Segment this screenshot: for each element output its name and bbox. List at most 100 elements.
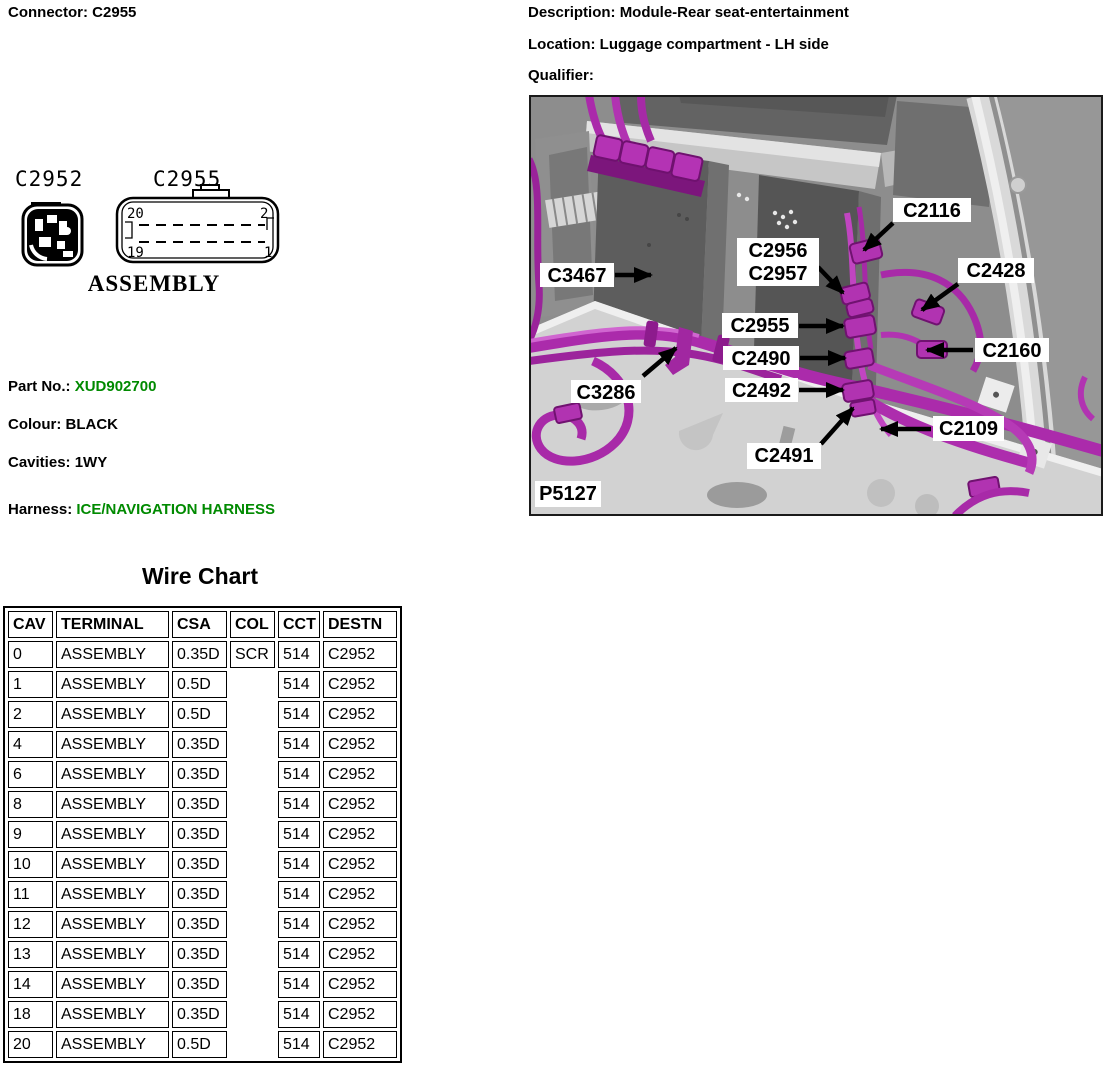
table-row: 13 ASSEMBLY 0.35D 514 C2952 xyxy=(8,941,397,968)
pin-bottom-right: 1 xyxy=(264,245,272,261)
table-row: 1 ASSEMBLY 0.5D 514 C2952 xyxy=(8,671,397,698)
table-cell: 0.35D xyxy=(172,791,227,818)
callout-label: C2492 xyxy=(732,380,791,402)
table-cell: 0.35D xyxy=(172,971,227,998)
column-header-destn: DESTN xyxy=(323,611,397,638)
table-cell: ASSEMBLY xyxy=(56,1001,169,1028)
table-row: 12 ASSEMBLY 0.35D 514 C2952 xyxy=(8,911,397,938)
location-line: Location: Luggage compartment - LH side xyxy=(528,36,829,53)
harness-label: Harness: xyxy=(8,501,73,518)
column-header-terminal: TERMINAL xyxy=(56,611,169,638)
table-cell: 514 xyxy=(278,1001,320,1028)
table-cell xyxy=(230,791,275,818)
cavities-value: 1WY xyxy=(74,454,108,471)
harness-link[interactable]: ICE/NAVIGATION HARNESS xyxy=(76,501,276,518)
table-cell: 14 xyxy=(8,971,53,998)
colour-value: BLACK xyxy=(65,416,119,433)
callout-label: C2491 xyxy=(755,445,814,467)
table-row: 2 ASSEMBLY 0.5D 514 C2952 xyxy=(8,701,397,728)
connector-c2952-drawing xyxy=(21,202,84,267)
table-cell: 0.35D xyxy=(172,941,227,968)
table-row: 11 ASSEMBLY 0.35D 514 C2952 xyxy=(8,881,397,908)
table-cell: ASSEMBLY xyxy=(56,641,169,668)
table-cell xyxy=(230,941,275,968)
table-row: 14 ASSEMBLY 0.35D 514 C2952 xyxy=(8,971,397,998)
table-cell: 514 xyxy=(278,731,320,758)
wire-chart-title: Wire Chart xyxy=(141,563,259,589)
table-cell xyxy=(230,731,275,758)
colour-line: Colour: BLACK xyxy=(8,416,118,433)
table-cell xyxy=(230,1031,275,1058)
column-header-col: COL xyxy=(230,611,275,638)
table-cell: C2952 xyxy=(323,911,397,938)
pin-top-left: 20 xyxy=(127,206,144,222)
callout-label: P5127 xyxy=(539,483,597,505)
connector-value: C2955 xyxy=(92,4,137,21)
callout-c2955: C2955 xyxy=(722,313,845,338)
table-cell: 4 xyxy=(8,731,53,758)
callout-label: C3286 xyxy=(577,382,636,404)
table-cell: ASSEMBLY xyxy=(56,671,169,698)
callout-box xyxy=(737,238,819,286)
harness-line: Harness: ICE/NAVIGATION HARNESS xyxy=(8,501,275,518)
column-header-csa: CSA xyxy=(172,611,227,638)
callout-arrow xyxy=(862,221,895,252)
wire-chart-header-row: CAV TERMINAL CSA COL CCT DESTN xyxy=(8,611,397,638)
callout-box xyxy=(975,338,1049,362)
table-cell: C2952 xyxy=(323,1001,397,1028)
table-cell: ASSEMBLY xyxy=(56,761,169,788)
callout-box xyxy=(540,263,614,287)
part-no-link[interactable]: XUD902700 xyxy=(74,378,157,395)
table-cell: C2952 xyxy=(323,701,397,728)
table-row: 8 ASSEMBLY 0.35D 514 C2952 xyxy=(8,791,397,818)
table-cell: 18 xyxy=(8,1001,53,1028)
callout-c2428: C2428 xyxy=(920,258,1034,312)
table-cell xyxy=(230,671,275,698)
callout-box xyxy=(722,313,798,338)
callout-box xyxy=(893,198,971,222)
connector-label: Connector: xyxy=(8,4,88,21)
table-cell: 0 xyxy=(8,641,53,668)
callout-box xyxy=(535,481,601,507)
column-header-cav: CAV xyxy=(8,611,53,638)
table-cell: ASSEMBLY xyxy=(56,1031,169,1058)
table-cell: 9 xyxy=(8,821,53,848)
callout-box xyxy=(933,416,1004,441)
callout-label: C2955 xyxy=(731,315,790,337)
callout-c3467: C3467 xyxy=(540,263,653,287)
table-cell: C2952 xyxy=(323,641,397,668)
table-cell: C2952 xyxy=(323,941,397,968)
callout-arrow xyxy=(641,346,678,378)
table-cell: 514 xyxy=(278,671,320,698)
table-cell: 514 xyxy=(278,851,320,878)
location-label: Location: xyxy=(528,36,596,53)
callout-c2160: C2160 xyxy=(925,338,1049,362)
callout-c2116: C2116 xyxy=(862,198,971,252)
table-row: 20 ASSEMBLY 0.5D 514 C2952 xyxy=(8,1031,397,1058)
table-row: 18 ASSEMBLY 0.35D 514 C2952 xyxy=(8,1001,397,1028)
callout-box xyxy=(723,346,799,370)
table-cell: 514 xyxy=(278,821,320,848)
cavities-label: Cavities: xyxy=(8,454,71,471)
table-cell: 0.35D xyxy=(172,881,227,908)
table-cell: 0.5D xyxy=(172,701,227,728)
table-cell: C2952 xyxy=(323,761,397,788)
table-cell: ASSEMBLY xyxy=(56,911,169,938)
table-cell xyxy=(230,1001,275,1028)
table-cell: 514 xyxy=(278,791,320,818)
table-cell: 8 xyxy=(8,791,53,818)
table-row: 9 ASSEMBLY 0.35D 514 C2952 xyxy=(8,821,397,848)
table-cell: C2952 xyxy=(323,671,397,698)
callout-label: C2956 xyxy=(749,240,808,262)
table-cell: C2952 xyxy=(323,881,397,908)
table-cell xyxy=(230,881,275,908)
callout-c2492: C2492 xyxy=(725,378,845,402)
table-cell: 11 xyxy=(8,881,53,908)
callout-c2490: C2490 xyxy=(723,346,847,370)
table-cell: 1 xyxy=(8,671,53,698)
description-label: Description: xyxy=(528,4,616,21)
table-cell: 13 xyxy=(8,941,53,968)
table-cell: ASSEMBLY xyxy=(56,791,169,818)
table-cell: 514 xyxy=(278,1031,320,1058)
callout-box xyxy=(747,443,821,469)
